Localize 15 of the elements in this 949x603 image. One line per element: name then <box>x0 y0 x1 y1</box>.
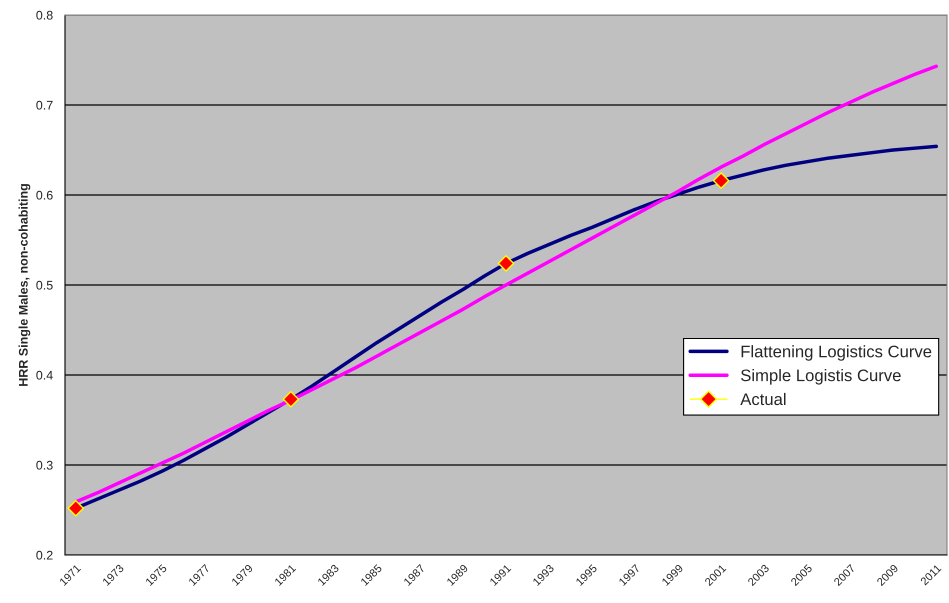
y-tick-label: 0.2 <box>36 550 53 560</box>
legend-label: Actual <box>740 392 786 406</box>
y-tick-label: 0.6 <box>36 190 53 200</box>
legend-label: Simple Logistis Curve <box>741 369 901 385</box>
y-tick-label: 0.3 <box>36 460 53 470</box>
point <box>712 172 730 189</box>
point <box>498 255 514 272</box>
y-tick-label: 0.7 <box>36 100 53 110</box>
y-axis-title: HRR Single Males, non-cohabiting <box>18 184 30 386</box>
point <box>67 500 84 516</box>
y-tick-label: 0.4 <box>36 370 53 380</box>
y-tick-label: 0.8 <box>36 10 53 20</box>
legend-label: Flattening Logistics Curve <box>742 345 932 361</box>
point <box>282 391 300 408</box>
y-tick-label: 0.5 <box>36 280 53 290</box>
